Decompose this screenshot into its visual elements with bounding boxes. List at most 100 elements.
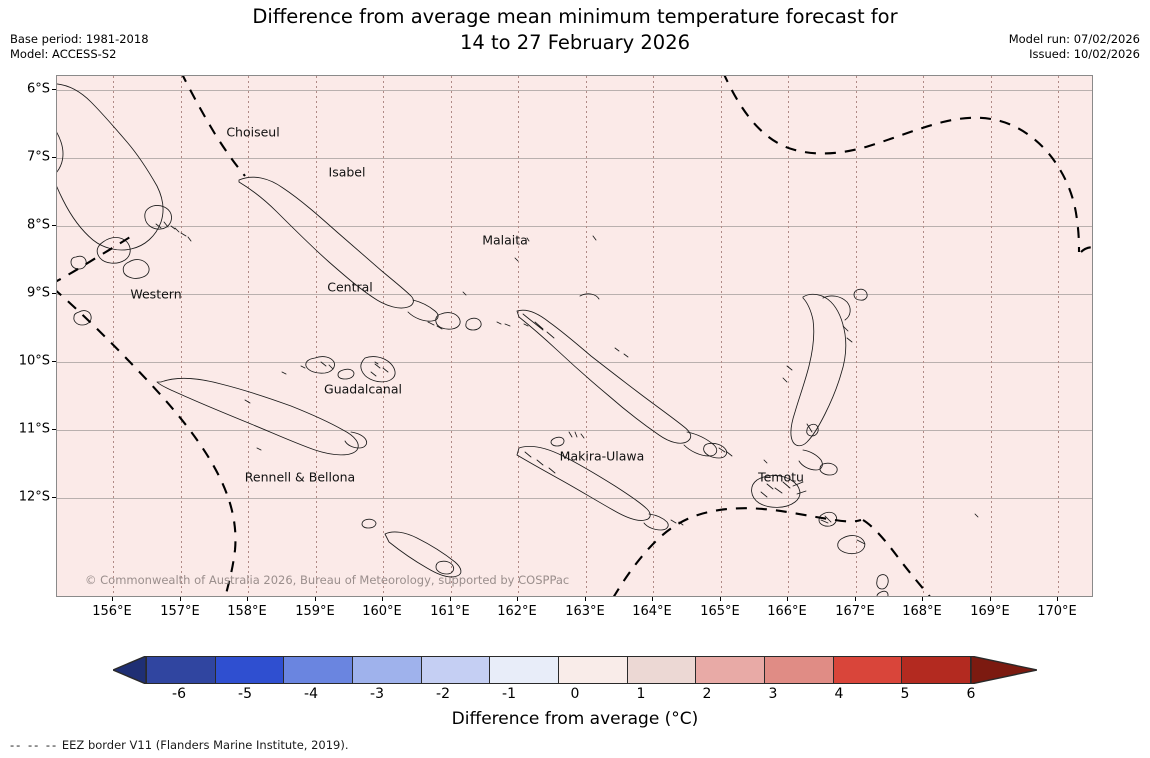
colorbar-tick-label: 3 xyxy=(768,686,778,702)
colorbar-tick-label: -1 xyxy=(502,686,516,702)
eez-border-lines xyxy=(57,76,1092,596)
latitude-tick-mark xyxy=(52,89,56,90)
gridline-lon-14 xyxy=(1058,76,1059,596)
longitude-tick-mark xyxy=(787,597,788,601)
longitude-tick-mark xyxy=(112,597,113,601)
colorbar-tick-label: 4 xyxy=(834,686,844,702)
colorbar-segment xyxy=(215,657,285,683)
colorbar-segment xyxy=(833,657,903,683)
place-label: Central xyxy=(327,279,373,295)
gridline-lat-2 xyxy=(57,226,1092,227)
metadata-left: Base period: 1981-2018 Model: ACCESS-S2 xyxy=(10,32,149,62)
longitude-tick-label: 157°E xyxy=(160,604,200,619)
latitude-tick-mark xyxy=(52,497,56,498)
colorbar[interactable] xyxy=(146,656,971,684)
place-label: Makira-Ulawa xyxy=(559,448,645,464)
longitude-tick-mark xyxy=(247,597,248,601)
gridline-lat-1 xyxy=(57,158,1092,159)
colorbar-tick-label: -3 xyxy=(370,686,384,702)
colorbar-tick-label: -6 xyxy=(172,686,186,702)
base-period-text: Base period: 1981-2018 xyxy=(10,32,149,46)
colorbar-tick-label: 0 xyxy=(570,686,580,702)
gridline-lon-9 xyxy=(721,76,722,596)
longitude-tick-mark xyxy=(382,597,383,601)
longitude-tick-label: 156°E xyxy=(92,604,132,619)
longitude-tick-mark xyxy=(855,597,856,601)
longitude-tick-mark xyxy=(1057,597,1058,601)
map-credit-text: © Commonwealth of Australia 2026, Bureau… xyxy=(85,573,570,587)
longitude-tick-mark xyxy=(922,597,923,601)
longitude-tick-label: 165°E xyxy=(700,604,740,619)
gridline-lon-0 xyxy=(113,76,114,596)
longitude-tick-mark xyxy=(180,597,181,601)
page-title: Difference from average mean minimum tem… xyxy=(0,4,1150,56)
longitude-tick-mark xyxy=(585,597,586,601)
gridline-lon-12 xyxy=(923,76,924,596)
model-run-text: Model run: 07/02/2026 xyxy=(1008,32,1140,46)
place-label: Malaita xyxy=(482,232,528,248)
gridline-lat-4 xyxy=(57,362,1092,363)
place-label: Rennell & Bellona xyxy=(244,469,356,485)
latitude-tick-label: 12°S xyxy=(18,489,50,505)
longitude-tick-label: 169°E xyxy=(970,604,1010,619)
coastline-paths xyxy=(57,83,979,596)
map-plot-area: Choiseul Isabel Malaita Western Central Guada… xyxy=(56,75,1093,597)
gridline-lon-2 xyxy=(248,76,249,596)
latitude-tick-label: 6°S xyxy=(26,81,50,97)
latitude-tick-mark xyxy=(52,429,56,430)
longitude-tick-label: 166°E xyxy=(767,604,807,619)
eez-legend-text: EEZ border V11 (Flanders Marine Institut… xyxy=(61,738,349,752)
colorbar-segment xyxy=(490,657,560,683)
longitude-tick-mark xyxy=(517,597,518,601)
latitude-tick-label: 10°S xyxy=(18,353,50,369)
colorbar-segment xyxy=(627,657,697,683)
gridline-lon-5 xyxy=(451,76,452,596)
colorbar-segment xyxy=(353,657,422,683)
longitude-tick-label: 163°E xyxy=(565,604,605,619)
longitude-tick-label: 168°E xyxy=(902,604,942,619)
place-label: Guadalcanal xyxy=(324,381,402,397)
colorbar-segment xyxy=(147,657,216,683)
eez-legend-footnote: -- -- -- EEZ border V11 (Flanders Marine… xyxy=(10,738,349,752)
title-line-2: 14 to 27 February 2026 xyxy=(459,31,691,54)
latitude-tick-mark xyxy=(52,361,56,362)
title-line-1: Difference from average mean minimum tem… xyxy=(252,5,898,28)
colorbar-segment xyxy=(421,657,491,683)
longitude-tick-mark xyxy=(450,597,451,601)
gridline-lon-8 xyxy=(653,76,654,596)
longitude-tick-label: 167°E xyxy=(835,604,875,619)
colorbar-tick-label: 2 xyxy=(702,686,712,702)
gridline-lon-3 xyxy=(316,76,317,596)
latitude-tick-label: 11°S xyxy=(18,421,50,437)
gridline-lat-6 xyxy=(57,498,1092,499)
latitude-tick-label: 9°S xyxy=(26,285,50,301)
colorbar-tick-label: -2 xyxy=(436,686,450,702)
longitude-tick-label: 158°E xyxy=(227,604,267,619)
gridline-lon-10 xyxy=(788,76,789,596)
latitude-tick-mark xyxy=(52,293,56,294)
colorbar-under-arrow xyxy=(113,656,146,684)
gridline-lat-0 xyxy=(57,90,1092,91)
gridline-lon-11 xyxy=(856,76,857,596)
colorbar-title: Difference from average (°C) xyxy=(451,709,699,729)
longitude-tick-label: 164°E xyxy=(632,604,672,619)
model-text: Model: ACCESS-S2 xyxy=(10,47,117,61)
colorbar-segment xyxy=(559,657,628,683)
gridline-lon-4 xyxy=(383,76,384,596)
metadata-right: Model run: 07/02/2026 Issued: 10/02/2026 xyxy=(1009,32,1140,62)
longitude-tick-label: 162°E xyxy=(497,604,537,619)
gridline-lon-6 xyxy=(518,76,519,596)
longitude-tick-label: 161°E xyxy=(430,604,470,619)
colorbar-segment xyxy=(284,657,354,683)
longitude-tick-mark xyxy=(720,597,721,601)
colorbar-over-arrow xyxy=(971,656,1037,684)
gridline-lat-5 xyxy=(57,430,1092,431)
longitude-tick-mark xyxy=(652,597,653,601)
gridline-lon-1 xyxy=(181,76,182,596)
issued-text: Issued: 10/02/2026 xyxy=(1029,47,1140,61)
latitude-tick-label: 8°S xyxy=(26,217,50,233)
colorbar-tick-label: 5 xyxy=(900,686,910,702)
place-label: Isabel xyxy=(328,164,366,180)
eez-dash-glyph: -- -- -- xyxy=(10,738,59,752)
